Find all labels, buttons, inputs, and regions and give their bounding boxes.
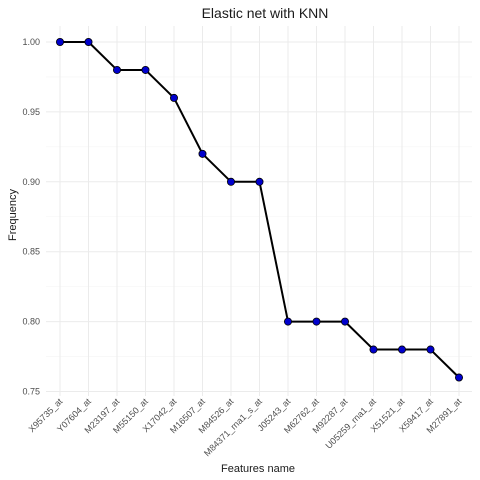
- data-point: [369, 345, 378, 354]
- data-point: [426, 345, 435, 354]
- data-point: [312, 317, 321, 326]
- data-point: [56, 38, 65, 47]
- data-point: [141, 65, 150, 74]
- data-point: [454, 373, 463, 382]
- y-axis-label: Frequency: [7, 189, 19, 241]
- data-point: [113, 65, 122, 74]
- y-tick-label: 0.95: [22, 107, 40, 117]
- data-point: [397, 345, 406, 354]
- x-axis-label: Features name: [221, 463, 295, 475]
- y-tick-label: 0.90: [22, 177, 40, 187]
- data-point: [226, 177, 235, 186]
- x-tick-label: U05259_rna1_at: [323, 396, 378, 451]
- chart-title: Elastic net with KNN: [202, 5, 329, 21]
- data-point: [198, 149, 207, 158]
- grid: [46, 26, 472, 396]
- y-tick-label: 0.85: [22, 247, 40, 257]
- data-point: [84, 38, 93, 47]
- data-point: [283, 317, 292, 326]
- y-tick-label: 0.80: [22, 317, 40, 327]
- data-point: [169, 93, 178, 102]
- y-axis-ticks: 0.75 0.80 0.85 0.90 0.95 1.00: [22, 37, 40, 397]
- y-tick-label: 0.75: [22, 387, 40, 397]
- data-point: [255, 177, 264, 186]
- x-axis-ticks: X95735_atY07604_atM23197_atM55150_atX170…: [27, 396, 464, 458]
- data-point: [340, 317, 349, 326]
- y-tick-label: 1.00: [22, 37, 40, 47]
- data-points: [56, 38, 463, 382]
